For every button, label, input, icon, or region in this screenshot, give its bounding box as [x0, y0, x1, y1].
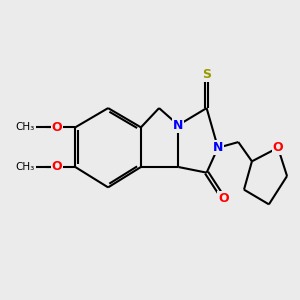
Text: O: O — [52, 160, 62, 173]
Text: N: N — [173, 118, 184, 132]
Text: S: S — [202, 68, 211, 81]
Text: CH₃: CH₃ — [16, 162, 35, 172]
Text: O: O — [218, 192, 229, 205]
Text: O: O — [273, 141, 283, 154]
Text: O: O — [52, 121, 62, 134]
Text: N: N — [213, 141, 223, 154]
Text: CH₃: CH₃ — [16, 122, 35, 132]
